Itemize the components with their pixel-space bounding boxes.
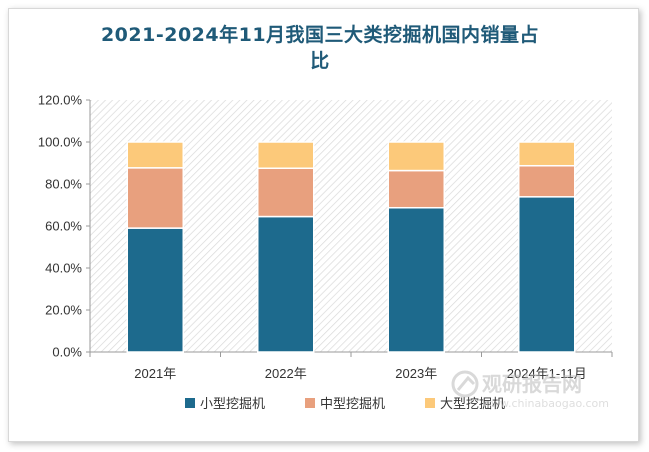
legend-label: 中型挖掘机: [320, 397, 385, 412]
y-tick-label: 20.0%: [45, 303, 82, 318]
y-tick-label: 100.0%: [38, 135, 83, 150]
chart-title-line-1: 2021-2024年11月我国三大类挖掘机国内销量占: [100, 24, 540, 46]
chart-title: 2021-2024年11月我国三大类挖掘机国内销量占 比: [60, 22, 580, 74]
legend-swatch: [305, 398, 315, 408]
legend-swatch: [425, 398, 435, 408]
bar-segment: [257, 141, 315, 169]
watermark-logo-icon: [451, 370, 479, 398]
bar-segment: [126, 141, 184, 169]
bar-segment: [518, 141, 576, 167]
legend: 小型挖掘机 中型挖掘机 大型挖掘机: [185, 397, 505, 412]
y-tick-label: 40.0%: [45, 261, 82, 276]
y-tick-label: 120.0%: [38, 93, 83, 108]
bar-segment: [257, 167, 315, 218]
x-axis-ticks: 2021年 2022年 2023年 2024年1-11月: [89, 352, 613, 381]
watermark-name: 观研报告网: [482, 372, 582, 396]
bar-segment: [126, 227, 184, 353]
x-tick-label: 2024年1-11月: [507, 366, 587, 381]
legend-swatch: [185, 398, 195, 408]
chart-title-line-2: 比: [310, 50, 330, 72]
bar-segment: [126, 167, 184, 229]
y-axis-ticks: 0.0% 20.0% 40.0% 60.0% 80.0% 100.0% 120.0%: [38, 93, 90, 360]
watermark-url: www.chinabaogao.com: [482, 397, 609, 410]
bars-group: [126, 141, 576, 353]
y-tick-label: 0.0%: [52, 345, 82, 360]
bar-segment: [387, 206, 445, 353]
legend-label: 小型挖掘机: [200, 397, 265, 412]
y-tick-label: 80.0%: [45, 177, 82, 192]
bar-segment: [518, 196, 576, 353]
legend-label: 大型挖掘机: [440, 397, 505, 412]
x-tick-label: 2021年: [134, 366, 176, 381]
x-tick-label: 2023年: [395, 366, 437, 381]
bar-segment: [387, 141, 445, 172]
bar-segment: [387, 169, 445, 209]
bar-segment: [518, 164, 576, 198]
x-tick-label: 2022年: [265, 366, 307, 381]
bar-segment: [257, 215, 315, 353]
y-tick-label: 60.0%: [45, 219, 82, 234]
watermark: 观研报告网 www.chinabaogao.com: [451, 370, 609, 410]
